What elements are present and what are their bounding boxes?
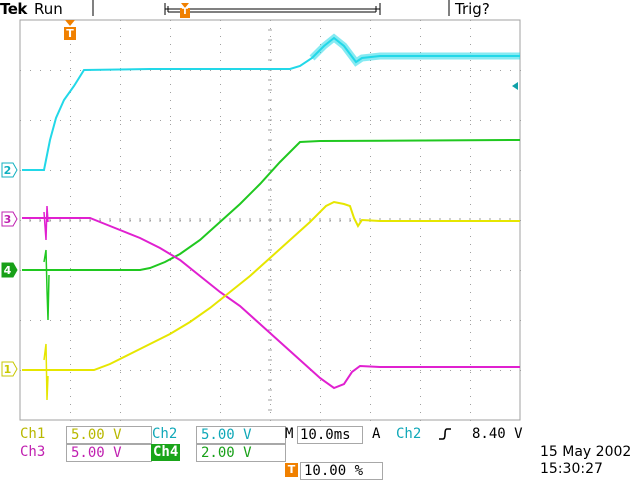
ch2-noise-band bbox=[309, 33, 520, 67]
trigger-level-arrow-icon bbox=[512, 82, 518, 90]
ch4-label: Ch4 bbox=[151, 444, 181, 461]
trigger-source: Ch2 bbox=[396, 426, 422, 442]
ch3-marker bbox=[1, 211, 18, 227]
record-trigger-box bbox=[180, 8, 190, 18]
ch3-scale: 5.00 V bbox=[66, 444, 152, 462]
ch4-scale: 2.00 V bbox=[196, 444, 286, 462]
ch4-spike bbox=[43, 249, 50, 321]
timebase-label: M bbox=[285, 426, 294, 442]
acquisition-status: Run bbox=[34, 0, 63, 18]
record-trigger-letter: T bbox=[181, 7, 189, 17]
ch1-label: Ch1 bbox=[20, 426, 46, 442]
trigger-position-icon bbox=[285, 463, 298, 477]
ch4-waveform bbox=[22, 139, 521, 271]
ch4-marker bbox=[1, 262, 18, 278]
time: 15:30:27 bbox=[540, 461, 603, 477]
ch4-marker-label: 4 bbox=[3, 264, 12, 277]
brand-logo: Tek bbox=[0, 0, 27, 18]
ch3-label: Ch3 bbox=[20, 444, 46, 460]
ch2-marker-label: 2 bbox=[3, 164, 12, 177]
rising-edge-icon bbox=[438, 426, 452, 442]
ch3-spike bbox=[43, 205, 49, 241]
record-trigger-triangle-icon bbox=[181, 3, 189, 8]
ch1-scale: 5.00 V bbox=[66, 426, 152, 444]
trigger-mode: A bbox=[372, 426, 381, 442]
timebase-value: 10.0ms bbox=[297, 426, 363, 444]
trigger-position-triangle-icon bbox=[65, 20, 75, 26]
date: 15 May 2002 bbox=[540, 444, 632, 460]
trigger-marker-letter: T bbox=[66, 27, 74, 40]
ch3-marker-label: 3 bbox=[3, 213, 12, 226]
ch1-waveform bbox=[22, 200, 520, 371]
trigger-status: Trig? bbox=[455, 0, 490, 18]
trigger-marker-box bbox=[64, 27, 76, 40]
trigger-position-value: 10.00 % bbox=[300, 462, 383, 480]
ch2-label: Ch2 bbox=[152, 426, 178, 442]
ch2-scale: 5.00 V bbox=[196, 426, 286, 444]
ch3-waveform bbox=[22, 217, 520, 390]
trigger-position-icon-letter: T bbox=[287, 463, 296, 476]
ch1-marker-label: 1 bbox=[3, 363, 12, 376]
trigger-level: 8.40 V bbox=[472, 426, 523, 442]
record-position-indicator bbox=[164, 3, 381, 15]
ch2-marker bbox=[1, 162, 18, 178]
ch1-spike bbox=[43, 343, 49, 401]
ch1-marker bbox=[1, 361, 18, 377]
